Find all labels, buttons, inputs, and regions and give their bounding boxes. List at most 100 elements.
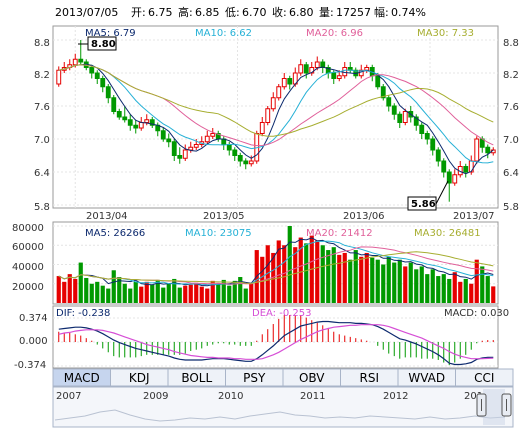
candle-body — [160, 130, 166, 140]
price-legend-ma30: MA30: 7.33 — [417, 28, 474, 39]
candle-body — [204, 135, 210, 143]
dea-line — [58, 324, 494, 360]
volume-bar — [359, 256, 364, 303]
candle-body — [116, 111, 122, 118]
tab-label: CCI — [474, 371, 494, 385]
timeline-year: 2012 — [383, 391, 408, 402]
volume-bar — [315, 240, 320, 303]
timeline-navigator[interactable] — [52, 386, 514, 428]
tab-psy[interactable]: PSY — [225, 368, 284, 387]
volume-tick: 80000 — [12, 223, 44, 234]
header-low-label: 低: — [225, 6, 240, 19]
timeline-history-sparkline — [54, 409, 506, 422]
timeline-left-handle[interactable] — [476, 393, 487, 417]
volume-bar — [227, 285, 232, 303]
tab-kdj[interactable]: KDJ — [110, 368, 169, 387]
volume-bar — [243, 288, 248, 303]
volume-ma30-line — [58, 251, 494, 284]
candle-body — [336, 75, 342, 79]
volume-bar — [419, 266, 424, 303]
tab-label: WVAD — [408, 371, 445, 385]
tab-cci[interactable]: CCI — [455, 368, 514, 387]
tab-boll[interactable]: BOLL — [167, 368, 226, 387]
volume-bar — [260, 256, 265, 303]
indicator-tabs: MACD KDJ BOLL PSY OBV RSI WVAD CCI — [52, 368, 514, 387]
volume-bar — [111, 270, 116, 303]
candle-body — [430, 138, 436, 151]
volume-bar — [133, 281, 138, 303]
volume-bar — [436, 276, 441, 303]
candle-body — [177, 155, 183, 159]
macd-dif-label: DIF: -0.238 — [56, 308, 110, 319]
tab-wvad[interactable]: WVAD — [397, 368, 456, 387]
volume-bar — [155, 279, 160, 303]
candle-body — [232, 149, 238, 156]
volume-bar — [425, 274, 430, 303]
volume-bar — [397, 259, 402, 303]
price-right-tick: 7.0 — [503, 135, 519, 146]
tab-label: OBV — [299, 371, 325, 385]
volume-tick: 20000 — [12, 282, 44, 293]
timeline-year: 2011 — [300, 391, 325, 402]
volume-bar — [221, 279, 226, 303]
timeline-right-handle[interactable] — [501, 393, 512, 417]
price-right-tick: 6.4 — [503, 168, 519, 179]
volume-bar — [337, 254, 342, 303]
volume-bar — [452, 272, 457, 303]
candle-body — [281, 78, 287, 88]
volume-bar — [474, 259, 479, 303]
price-x-axis: 2013/04 2013/05 2013/06 2013/07 — [86, 211, 495, 222]
candle-body — [243, 160, 249, 165]
volume-ma-lines — [58, 237, 494, 287]
volume-bar — [232, 280, 237, 303]
header-close-label: 收: — [272, 5, 287, 19]
volume-bar — [293, 247, 298, 303]
tab-macd[interactable]: MACD — [52, 368, 111, 387]
candle-body — [424, 133, 430, 140]
volume-bar — [469, 283, 474, 303]
volume-bar — [298, 237, 303, 303]
volume-bar — [353, 250, 358, 303]
candle-body — [397, 113, 403, 123]
volume-bar — [238, 277, 243, 303]
header-volume-label: 量: — [319, 6, 334, 19]
price-right-tick: 8.2 — [503, 70, 519, 81]
volume-bar — [370, 257, 375, 303]
price-x-tick: 2013/04 — [86, 211, 128, 222]
timeline-year: 2009 — [143, 391, 168, 402]
candle-body — [78, 58, 84, 63]
candle-body — [287, 78, 293, 85]
candle-body — [133, 124, 139, 129]
candle-body — [248, 160, 254, 165]
tab-rsi[interactable]: RSI — [340, 368, 399, 387]
volume-bar — [73, 278, 78, 303]
volume-bar — [342, 252, 347, 303]
volume-bar — [144, 281, 149, 303]
volume-bar — [205, 288, 210, 303]
tab-background[interactable] — [455, 368, 514, 387]
candle-body — [375, 75, 381, 88]
volume-tick: 60000 — [12, 242, 44, 253]
volume-bar — [430, 269, 435, 303]
header-open: 6.75 — [148, 6, 173, 19]
candle-body — [89, 67, 95, 74]
macd-lines — [58, 320, 494, 366]
candle-body — [276, 86, 282, 99]
tab-obv[interactable]: OBV — [282, 368, 341, 387]
candle-body — [314, 61, 320, 68]
price-ma30-line — [58, 64, 494, 137]
macd-histogram — [58, 315, 494, 366]
volume-bar — [364, 252, 369, 303]
volume-bar — [386, 256, 391, 303]
volume-bar — [485, 276, 490, 303]
candle-body — [303, 64, 309, 74]
volume-ma5-line — [58, 237, 494, 287]
candle-body — [193, 144, 199, 148]
volume-bar — [177, 287, 182, 303]
price-left-tick: 7.6 — [34, 102, 50, 113]
candle-body — [485, 146, 491, 154]
dif-line — [58, 320, 494, 366]
price-left-tick: 5.8 — [34, 202, 50, 213]
timeline-selected-range[interactable] — [483, 389, 505, 425]
volume-legend-ma30: MA30: 26481 — [414, 228, 481, 239]
